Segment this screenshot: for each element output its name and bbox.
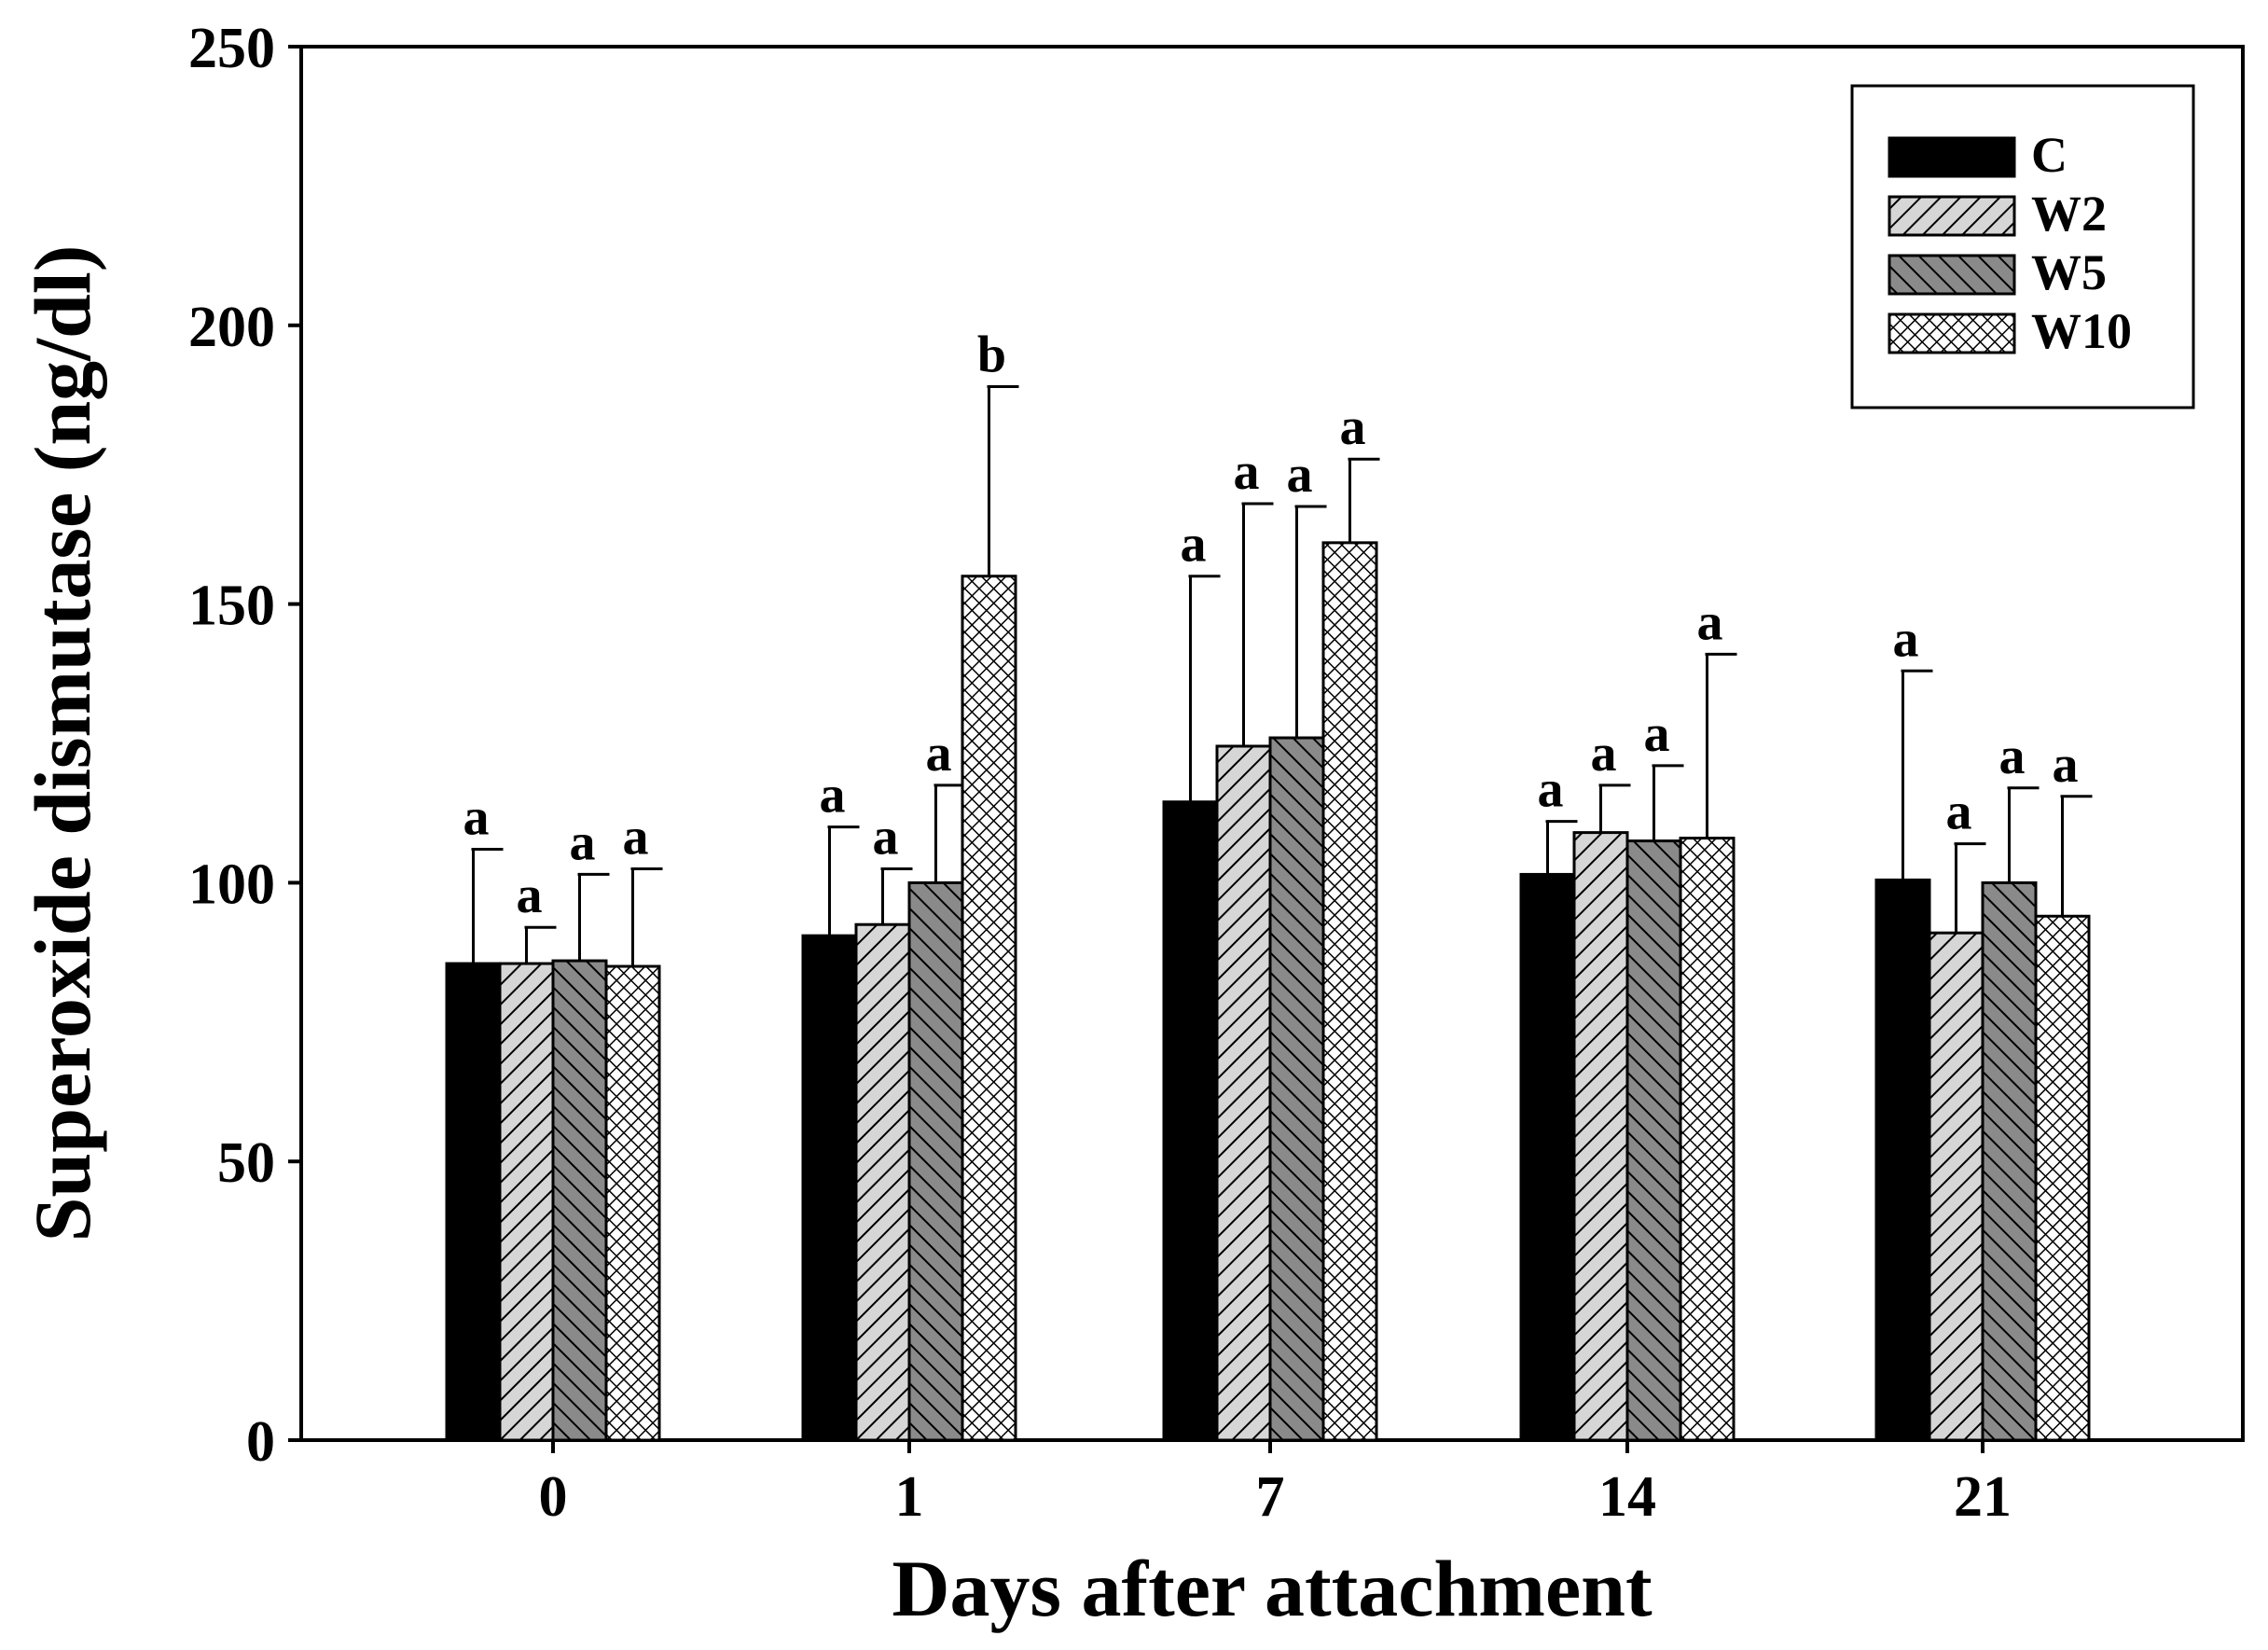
legend-label-w10: W10 [2031, 303, 2132, 359]
bar-w5-day-21 [1981, 880, 2038, 1442]
significance-letter: a [1287, 446, 1313, 504]
bar-c-day-21 [1874, 878, 1931, 1442]
y-tick-label: 150 [188, 575, 275, 638]
x-axis: 0 1 7 14 21 [539, 1440, 2012, 1529]
significance-letter: a [1697, 593, 1723, 651]
x-axis-title: Days after attachment [892, 1544, 1653, 1633]
significance-letter: a [623, 808, 649, 866]
significance-letter: a [1181, 516, 1207, 574]
significance-letter: a [1893, 610, 1919, 668]
significance-letter: a [517, 867, 543, 924]
bar-w2-day-21 [1928, 931, 1984, 1442]
significance-letter: a [1999, 728, 2026, 785]
bar-w10-day-14 [1679, 837, 1736, 1442]
legend-swatch-w2 [1888, 195, 2016, 237]
bar-c-day-1 [801, 934, 858, 1442]
y-tick-label: 250 [188, 17, 275, 80]
y-tick-label: 50 [217, 1131, 275, 1195]
y-tick-label: 100 [188, 853, 275, 916]
bar-w2-day-7 [1215, 744, 1272, 1442]
legend-label-c: C [2031, 127, 2067, 183]
significance-letter: a [1946, 783, 1972, 841]
x-tick-label: 7 [1256, 1465, 1285, 1529]
significance-letter: a [873, 808, 899, 866]
significance-letter: b [977, 326, 1006, 384]
bar-w10-day-1 [961, 575, 1017, 1442]
significance-letter: a [2053, 736, 2079, 794]
bar-w10-day-7 [1321, 541, 1378, 1442]
significance-letter: a [570, 813, 596, 871]
bar-w2-day-14 [1572, 831, 1629, 1442]
bar-w5-day-1 [907, 880, 964, 1442]
legend-label-w2: W2 [2031, 186, 2107, 242]
significance-letter: a [1644, 705, 1670, 763]
significance-letter: a [1538, 761, 1564, 819]
bar-w5-day-14 [1625, 839, 1682, 1442]
legend-label-w5: W5 [2031, 244, 2107, 300]
significance-letter: a [926, 725, 952, 783]
bar-w5-day-7 [1268, 736, 1325, 1442]
significance-letter: a [1340, 398, 1366, 456]
legend-swatch-c [1888, 136, 2016, 178]
legend-swatch-w10 [1888, 312, 2016, 354]
bar-c-day-7 [1162, 800, 1219, 1442]
bar-c-day-14 [1519, 872, 1576, 1442]
y-axis-title: Superoxide dismutase (ng/dl) [18, 245, 107, 1242]
bar-w5-day-0 [551, 959, 608, 1442]
y-tick-label: 200 [188, 296, 275, 359]
bar-w10-day-21 [2034, 914, 2091, 1442]
significance-letter: a [820, 767, 846, 825]
significance-letter: a [1591, 725, 1617, 783]
x-tick-label: 14 [1598, 1465, 1656, 1529]
x-tick-label: 0 [539, 1465, 568, 1529]
x-tick-label: 1 [895, 1465, 924, 1529]
legend-swatch-w5 [1888, 254, 2016, 296]
significance-letter: a [463, 789, 490, 847]
y-axis: 0 50 100 150 200 250 [188, 17, 301, 1474]
significance-letter: a [1234, 443, 1260, 501]
x-tick-label: 21 [1954, 1465, 2012, 1529]
bar-w2-day-0 [498, 962, 555, 1442]
bar-w2-day-1 [854, 922, 911, 1442]
bar-c-day-0 [445, 962, 502, 1442]
bar-w10-day-0 [604, 964, 661, 1442]
legend-box [1850, 84, 2195, 409]
y-tick-label: 0 [246, 1410, 275, 1474]
